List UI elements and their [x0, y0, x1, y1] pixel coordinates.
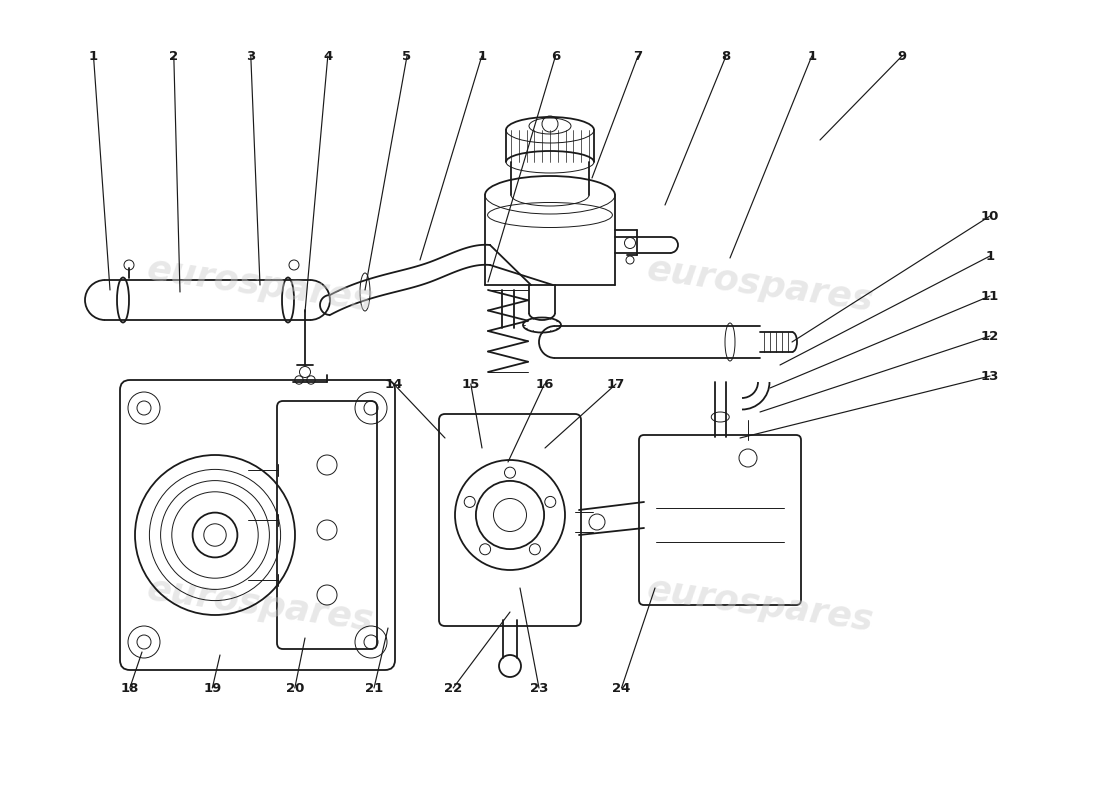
Text: 15: 15	[462, 378, 480, 390]
Text: 4: 4	[323, 50, 332, 62]
Text: 1: 1	[986, 250, 994, 262]
Text: 11: 11	[981, 290, 999, 302]
Text: 19: 19	[204, 682, 221, 694]
Text: eurospares: eurospares	[645, 252, 876, 318]
Text: 24: 24	[613, 682, 630, 694]
Text: 8: 8	[722, 50, 730, 62]
Text: 2: 2	[169, 50, 178, 62]
Text: 22: 22	[444, 682, 462, 694]
Text: 12: 12	[981, 330, 999, 342]
Text: 10: 10	[981, 210, 999, 222]
Text: 17: 17	[607, 378, 625, 390]
Text: 1: 1	[477, 50, 486, 62]
Text: 23: 23	[530, 682, 548, 694]
Text: 7: 7	[634, 50, 642, 62]
Text: 5: 5	[403, 50, 411, 62]
Text: 18: 18	[121, 682, 139, 694]
Text: 9: 9	[898, 50, 906, 62]
Text: 16: 16	[536, 378, 553, 390]
Text: eurospares: eurospares	[645, 572, 876, 638]
Text: eurospares: eurospares	[144, 572, 375, 638]
Text: 3: 3	[246, 50, 255, 62]
Text: 14: 14	[385, 378, 403, 390]
Text: 21: 21	[365, 682, 383, 694]
Text: 20: 20	[286, 682, 304, 694]
Text: 6: 6	[551, 50, 560, 62]
Text: 13: 13	[981, 370, 999, 382]
Text: eurospares: eurospares	[144, 252, 375, 318]
Text: 1: 1	[807, 50, 816, 62]
Text: 1: 1	[89, 50, 98, 62]
